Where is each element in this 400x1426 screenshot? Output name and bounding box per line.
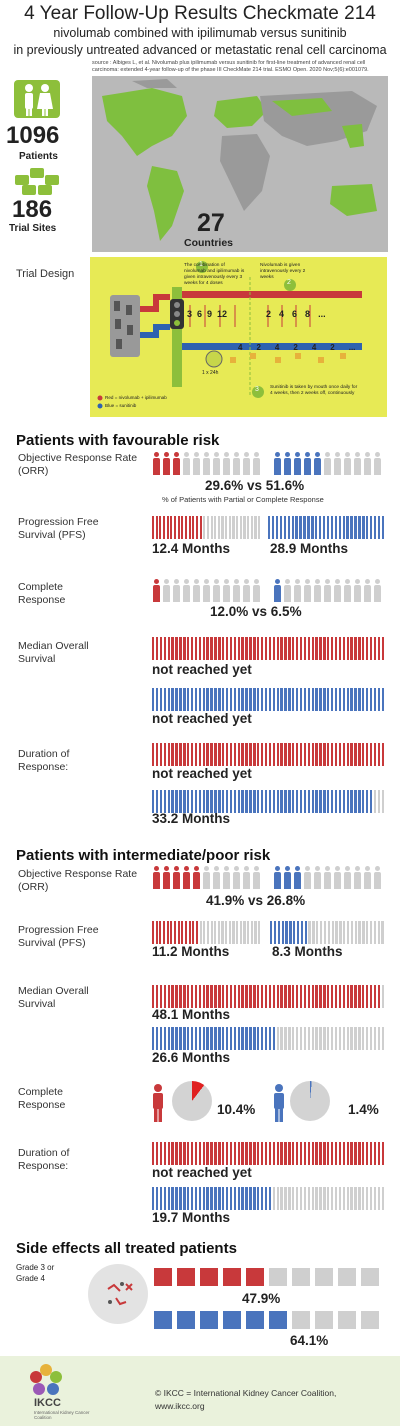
patients-icon — [14, 80, 60, 118]
grade-label: Grade 3 or Grade 4 — [16, 1263, 55, 1283]
footer-line-1: © IKCC = International Kidney Cancer Coa… — [155, 1388, 337, 1398]
fav-orr-label: Objective Response Rate (ORR) — [18, 452, 138, 477]
int-cr-blue-pie — [290, 1081, 330, 1121]
footer-line-2: www.ikcc.org — [155, 1401, 205, 1411]
int-pfs-blue-bars — [270, 921, 384, 944]
trial-sites-icon — [12, 168, 62, 196]
int-orr-red-people — [152, 866, 261, 889]
design-text-2: Nivolumab is given intravenously every 2… — [260, 263, 306, 280]
design-text-1: The combination of nivolumab and ipilimu… — [184, 263, 245, 286]
side-effects-heading: Side effects all treated patients — [16, 1240, 237, 1257]
subtitle-1: nivolumab combined with ipilimumab versu… — [53, 26, 347, 40]
fav-os-blue-bars — [152, 688, 384, 711]
int-orr-label: Objective Response Rate (ORR) — [18, 868, 138, 893]
fav-orr-blue-people — [273, 452, 382, 475]
int-cr-label: Complete Response — [18, 1086, 66, 1111]
fav-dor-blue: 33.2 Months — [152, 811, 231, 826]
fav-os-red-bars — [152, 637, 384, 660]
int-orr-value: 41.9% vs 26.8% — [206, 893, 306, 908]
fav-orr-value: 29.6% vs 51.6% — [205, 478, 305, 493]
int-os-red-bars — [152, 985, 384, 1008]
fav-cr-blue-people — [273, 579, 382, 602]
logo-text: IKCC — [34, 1397, 61, 1409]
footer: IKCC International Kidney Cancer Coaliti… — [0, 1356, 400, 1426]
red-doses-2: 2 4 6 8... — [266, 309, 326, 319]
header: 4 Year Follow-Up Results Checkmate 214 n… — [0, 0, 400, 59]
fav-dor-blue-bars — [152, 790, 384, 813]
step-2: 2 — [287, 279, 291, 286]
int-pfs-red-bars — [152, 921, 261, 944]
fav-cr-value: 12.0% vs 6.5% — [210, 604, 302, 619]
legend-red: Red = nivolumab + ipilimumab — [105, 395, 167, 400]
int-dor-label: Duration of Response: — [18, 1147, 70, 1172]
patients-count: 1096 — [6, 122, 60, 149]
page-title: 4 Year Follow-Up Results Checkmate 214 — [24, 3, 376, 24]
sites-label: Trial Sites — [9, 223, 57, 234]
trial-design-diagram: The combination of nivolumab and ipilimu… — [90, 257, 387, 417]
fav-pfs-blue: 28.9 Months — [270, 541, 349, 556]
intermediate-heading: Patients with intermediate/poor risk — [16, 847, 271, 864]
int-orr-blue-people — [273, 866, 382, 889]
side-effects-red-squares — [154, 1268, 379, 1286]
int-os-label: Median Overall Survival — [18, 985, 89, 1010]
fav-os-blue: not reached yet — [152, 711, 252, 726]
red-doses: 3 6 9 12 — [187, 309, 228, 319]
blue-doses: 4 2 4 2 4 2... — [238, 343, 356, 352]
int-cr-red: 10.4% — [217, 1102, 256, 1117]
int-dor-blue-bars — [152, 1187, 384, 1210]
int-os-red: 48.1 Months — [152, 1007, 231, 1022]
int-pfs-label: Progression Free Survival (PFS) — [18, 924, 99, 949]
legend-blue: Blue = sunitinib — [105, 403, 137, 408]
fav-dor-red-bars — [152, 743, 384, 766]
fav-pfs-red: 12.4 Months — [152, 541, 231, 556]
ikcc-logo — [28, 1362, 64, 1398]
fav-cr-red-people — [152, 579, 261, 602]
fav-pfs-label: Progression Free Survival (PFS) — [18, 516, 99, 541]
fav-dor-red: not reached yet — [152, 766, 252, 781]
int-pfs-red: 11.2 Months — [152, 944, 230, 959]
source-citation: source : Albiges L, et al. Nivolumab plu… — [92, 60, 369, 73]
subtitle-2: in previously untreated advanced or meta… — [13, 43, 387, 57]
side-effects-blue-value: 64.1% — [290, 1333, 329, 1348]
daily-dose: 1 x 24h — [202, 370, 219, 376]
trial-design-label: Trial Design — [16, 268, 75, 280]
fav-pfs-blue-bars — [268, 516, 385, 539]
countries-count: 27 — [197, 209, 225, 237]
int-cr-blue-person-icon — [273, 1083, 285, 1123]
fav-os-red: not reached yet — [152, 662, 252, 677]
int-os-blue: 26.6 Months — [152, 1050, 231, 1065]
world-map — [92, 76, 388, 252]
int-cr-blue: 1.4% — [348, 1102, 379, 1117]
step-1: 1 — [199, 261, 203, 268]
step-3: 3 — [255, 386, 259, 393]
fav-os-label: Median Overall Survival — [18, 640, 89, 665]
int-cr-red-person-icon — [152, 1083, 164, 1123]
fav-cr-label: Complete Response — [18, 581, 66, 606]
design-text-3: Sunitinib is taken by mouth once daily f… — [270, 385, 358, 396]
fav-pfs-red-bars — [152, 516, 261, 539]
int-dor-red: not reached yet — [152, 1165, 252, 1180]
patients-label: Patients — [19, 151, 58, 162]
int-cr-red-pie — [172, 1081, 212, 1121]
favourable-heading: Patients with favourable risk — [16, 432, 220, 449]
fav-orr-note: % of Patients with Partial or Complete R… — [162, 495, 324, 504]
fav-dor-label: Duration of Response: — [18, 748, 70, 773]
countries-label: Countries — [184, 237, 234, 249]
int-dor-blue: 19.7 Months — [152, 1210, 231, 1225]
side-effects-blue-squares — [154, 1311, 379, 1329]
fav-orr-red-people — [152, 452, 261, 475]
logo-sub: International Kidney Cancer Coalition — [34, 1410, 90, 1420]
int-os-blue-bars — [152, 1027, 384, 1050]
side-effects-red-value: 47.9% — [242, 1291, 281, 1306]
sites-count: 186 — [12, 196, 53, 223]
side-effects-icon — [88, 1264, 148, 1324]
int-dor-red-bars — [152, 1142, 384, 1165]
int-pfs-blue: 8.3 Months — [272, 944, 343, 959]
